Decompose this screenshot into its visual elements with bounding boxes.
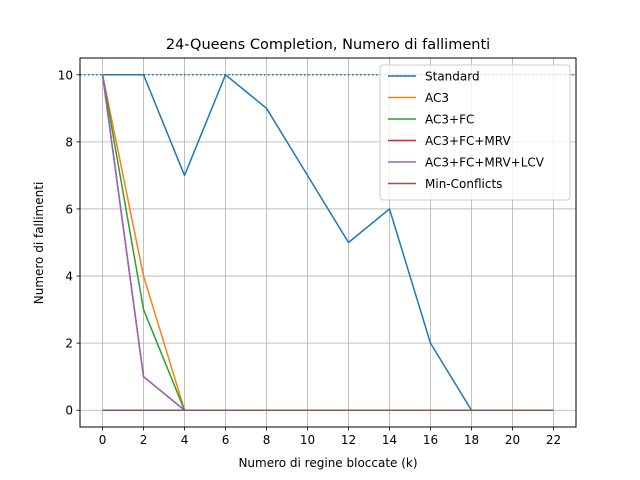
- x-tick-label: 20: [505, 433, 520, 447]
- x-tick-label: 0: [99, 433, 107, 447]
- plot-frame: [79, 57, 577, 428]
- y-tick-label: 2: [65, 337, 73, 351]
- legend-label-ac3: AC3: [425, 91, 449, 105]
- x-tick-label: 14: [382, 433, 397, 447]
- x-tick-label: 4: [181, 433, 189, 447]
- y-tick-label: 0: [65, 404, 73, 418]
- x-tick-label: 10: [300, 433, 315, 447]
- y-tick-label: 8: [65, 135, 73, 149]
- x-tick-label: 12: [341, 433, 356, 447]
- x-tick-label: 6: [222, 433, 230, 447]
- x-tick-label: 16: [423, 433, 438, 447]
- x-tick-label: 22: [546, 433, 561, 447]
- y-tick-label: 4: [65, 270, 73, 284]
- x-tick-label: 8: [263, 433, 271, 447]
- legend: Standard AC3 AC3+FC AC3+FC+MRV AC3+FC+MRV+LC…: [379, 64, 571, 201]
- y-tick-label: 6: [65, 202, 73, 216]
- x-tick-label: 2: [140, 433, 148, 447]
- series-lines: [101, 74, 554, 411]
- x-axis-label: Numero di regine bloccate (k): [238, 456, 417, 470]
- x-tick-label: 18: [464, 433, 479, 447]
- y-axis-ticks: 0 2 4 6 8 10: [58, 68, 80, 418]
- legend-label-standard: Standard: [425, 70, 480, 84]
- legend-label-ac3-fc-mrv-lcv: AC3+FC+MRV+LCV: [425, 156, 545, 170]
- x-axis-ticks: 0 2 4 6 8 10 12 14 16 18 20 22: [99, 427, 561, 447]
- legend-label-ac3-fc-mrv: AC3+FC+MRV: [425, 134, 511, 148]
- y-axis-label: Numero di fallimenti: [32, 182, 46, 305]
- chart-title: 24-Queens Completion, Numero di fallimen…: [166, 37, 490, 53]
- legend-label-min-conflicts: Min-Conflicts: [425, 177, 502, 191]
- y-tick-label: 10: [58, 68, 73, 82]
- legend-label-ac3-fc: AC3+FC: [425, 113, 474, 127]
- legend-box: [379, 64, 571, 201]
